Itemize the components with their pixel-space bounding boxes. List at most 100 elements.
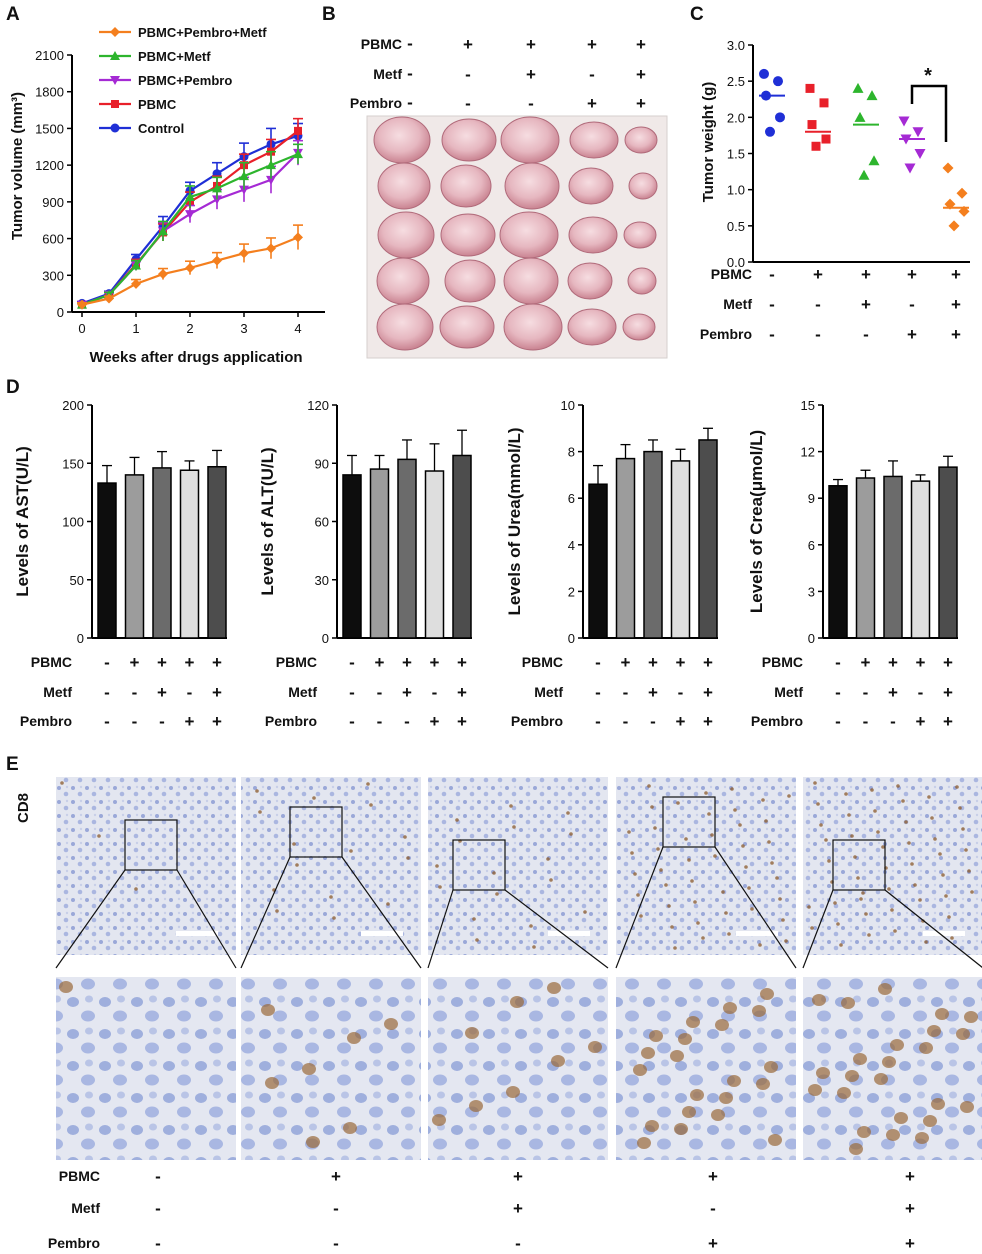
- cd8-positive-cell: [864, 912, 868, 916]
- cd8-positive-cell: [727, 932, 731, 936]
- cd8-positive-cell: [549, 878, 553, 882]
- cd8-positive-cell-zoom: [678, 1033, 692, 1045]
- cd8-positive-cell: [475, 938, 479, 942]
- cd8-positive-cell: [747, 886, 751, 890]
- tumor-sample: [569, 121, 619, 159]
- cd8-positive-cell: [933, 837, 937, 841]
- b-cond-sign-first: -: [407, 34, 413, 53]
- e-cond-sign: +: [708, 1167, 718, 1186]
- cd8-positive-cell: [636, 893, 640, 897]
- a-data-point: [266, 243, 276, 254]
- cd8-positive-cell: [435, 864, 439, 868]
- d-y-tick-label: 6: [568, 491, 575, 506]
- significance-star: *: [924, 65, 932, 87]
- cd8-positive-cell: [532, 945, 536, 949]
- a-y-tick-label: 600: [42, 232, 64, 247]
- d-bar: [643, 450, 663, 639]
- cd8-positive-cell: [816, 802, 820, 806]
- d-bar: [615, 457, 636, 639]
- cd8-positive-cell: [710, 833, 714, 837]
- b-cond-sign: +: [636, 35, 646, 54]
- d-cond-sign: +: [648, 683, 658, 702]
- d-cond-label: Pembro: [20, 713, 72, 729]
- d-cond-sign: -: [835, 653, 841, 672]
- cd8-positive-cell: [964, 848, 968, 852]
- d-cond-sign: -: [349, 653, 355, 672]
- a-data-point: [131, 278, 141, 289]
- cd8-positive-cell: [918, 898, 922, 902]
- d-cond-sign: +: [703, 712, 713, 731]
- d-cond-label: PBMC: [31, 654, 72, 670]
- d-cond-sign: +: [157, 683, 167, 702]
- cd8-positive-cell: [653, 826, 657, 830]
- a-y-tick-label: 1800: [35, 85, 64, 100]
- d-y-label: Levels of ALT(U/L): [258, 447, 277, 595]
- d-bar: [179, 469, 200, 639]
- cd8-positive-cell: [583, 910, 587, 914]
- d-cond-sign: +: [676, 712, 686, 731]
- cd8-positive-cell: [824, 838, 828, 842]
- d-bar: [938, 466, 958, 639]
- cd8-positive-cell-zoom: [849, 1143, 863, 1155]
- c-cond-sign: -: [815, 295, 821, 314]
- e-cond-sign: -: [155, 1167, 161, 1186]
- c-data-point: [868, 155, 880, 166]
- b-cond-sign: +: [463, 35, 473, 54]
- a-x-tick-label: 4: [294, 321, 301, 336]
- d-bar: [97, 482, 117, 639]
- a-legend-label: PBMC+Pembro: [138, 73, 232, 88]
- zoom-connector-line: [504, 889, 609, 969]
- cd8-positive-cell-zoom: [306, 1136, 320, 1148]
- cd8-positive-cell-zoom: [727, 1075, 741, 1087]
- cd8-positive-cell: [566, 811, 570, 815]
- c-data-point: [759, 68, 769, 79]
- c-cond-sign: -: [769, 325, 775, 344]
- d-cond-label: PBMC: [522, 654, 563, 670]
- d-bar: [883, 475, 903, 639]
- d-cond-sign: -: [349, 683, 355, 702]
- cd8-positive-cell-zoom: [857, 1126, 871, 1138]
- ihc-column-2: [240, 777, 422, 1160]
- zoom-connector-line: [240, 856, 291, 969]
- cd8-positive-cell: [881, 845, 885, 849]
- e-cond-label: Pembro: [48, 1235, 100, 1251]
- a-data-point: [212, 255, 222, 266]
- b-cond-sign: +: [526, 35, 536, 54]
- d-cond-sign: -: [159, 712, 165, 731]
- a-data-point: [266, 175, 276, 185]
- d-cond-sign: -: [132, 683, 138, 702]
- tumor-sample: [440, 164, 492, 208]
- cd8-positive-cell-zoom: [384, 1018, 398, 1030]
- cd8-positive-cell: [967, 869, 971, 873]
- e-cond-sign: -: [155, 1234, 161, 1253]
- cd8-positive-cell: [684, 837, 688, 841]
- panel-letter-a: A: [6, 4, 20, 25]
- d-y-tick-label: 60: [315, 515, 329, 530]
- a-y-tick-label: 900: [42, 195, 64, 210]
- a-series-pbmc-metf: [77, 143, 303, 309]
- cd8-positive-cell-zoom: [923, 1115, 937, 1127]
- c-data-point: [866, 90, 878, 101]
- cd8-positive-cell: [893, 929, 897, 933]
- e-cond-sign: -: [333, 1199, 339, 1218]
- c-cond-sign: +: [951, 295, 961, 314]
- d-cond-label: Metf: [774, 684, 803, 700]
- d-y-tick-label: 0: [808, 631, 815, 646]
- d-bar: [369, 468, 390, 639]
- d-cond-label: Metf: [288, 684, 317, 700]
- zoom-region-box: [662, 796, 716, 848]
- d-cond-sign: -: [835, 683, 841, 702]
- b-cond-sign: -: [465, 94, 471, 113]
- c-y-tick-label: 3.0: [727, 38, 745, 53]
- b-cond-label: Metf: [373, 66, 402, 82]
- d-cond-label: Metf: [534, 684, 563, 700]
- d-bar: [828, 485, 848, 639]
- c-y-tick-label: 1.0: [727, 183, 745, 198]
- d-y-label: Levels of Crea(μmol/L): [747, 430, 766, 613]
- cd8-positive-cell: [696, 921, 700, 925]
- cd8-positive-cell: [630, 851, 634, 855]
- ihc-column-1: [55, 777, 237, 1160]
